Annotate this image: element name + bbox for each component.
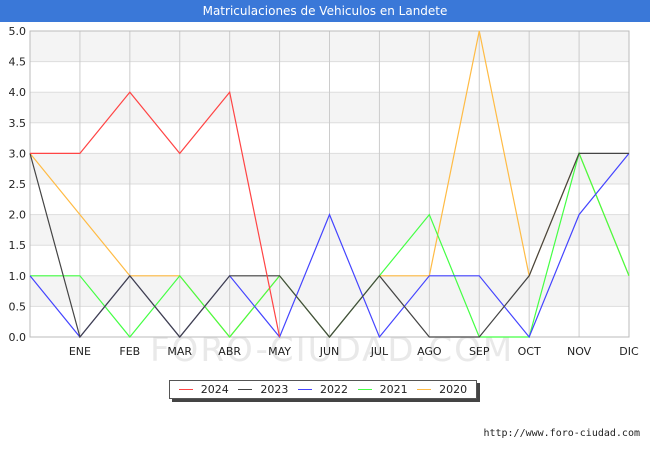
- y-tick-label: 3.5: [9, 117, 27, 130]
- y-tick-label: 5.0: [9, 25, 27, 38]
- x-tick-label: MAR: [167, 345, 192, 358]
- x-tick-label: SEP: [469, 345, 490, 358]
- legend-swatch: [178, 389, 193, 390]
- legend-item-2024: 2024: [178, 383, 229, 396]
- x-tick-label: JUN: [319, 345, 340, 358]
- x-tick-label: NOV: [567, 345, 592, 358]
- x-tick-label: MAY: [268, 345, 291, 358]
- legend-swatch: [357, 389, 372, 390]
- y-tick-label: 1.0: [9, 270, 27, 283]
- series-line-2023: [29, 152, 629, 339]
- source-url: http://www.foro-ciudad.com: [483, 428, 640, 439]
- legend-label: 2021: [379, 383, 408, 396]
- x-tick-label: DIC: [619, 345, 639, 358]
- legend: 2024 2023 2022 2021 2020: [169, 380, 477, 399]
- x-tick-label: OCT: [518, 345, 541, 358]
- chart-title: Matriculaciones de Vehiculos en Landete: [0, 0, 650, 22]
- legend-swatch: [238, 389, 253, 390]
- legend-item-2023: 2023: [238, 383, 288, 396]
- legend-item-2020: 2020: [417, 383, 467, 396]
- legend-item-2022: 2022: [297, 383, 348, 396]
- x-tick-label: AGO: [417, 345, 442, 358]
- y-tick-label: 2.5: [9, 178, 27, 191]
- legend-label: 2024: [200, 383, 229, 396]
- series-line-2024: [30, 90, 281, 338]
- x-tick-label: ENE: [69, 345, 91, 358]
- x-tick-label: FEB: [119, 345, 140, 358]
- legend-swatch: [297, 389, 312, 390]
- y-tick-label: 3.0: [9, 147, 27, 160]
- legend-label: 2022: [319, 383, 348, 396]
- y-tick-label: 4.0: [9, 86, 27, 99]
- x-tick-label: JUL: [370, 345, 389, 358]
- y-tick-label: 1.5: [9, 239, 27, 252]
- y-tick-label: 0.0: [9, 331, 27, 344]
- y-tick-label: 4.5: [9, 56, 27, 69]
- legend-swatch: [417, 389, 432, 390]
- legend-label: 2023: [260, 383, 289, 396]
- y-tick-label: 2.0: [9, 209, 27, 222]
- y-tick-label: 0.5: [9, 300, 27, 313]
- legend-item-2021: 2021: [357, 383, 408, 396]
- legend-label: 2020: [439, 383, 468, 396]
- x-tick-label: ABR: [218, 345, 241, 358]
